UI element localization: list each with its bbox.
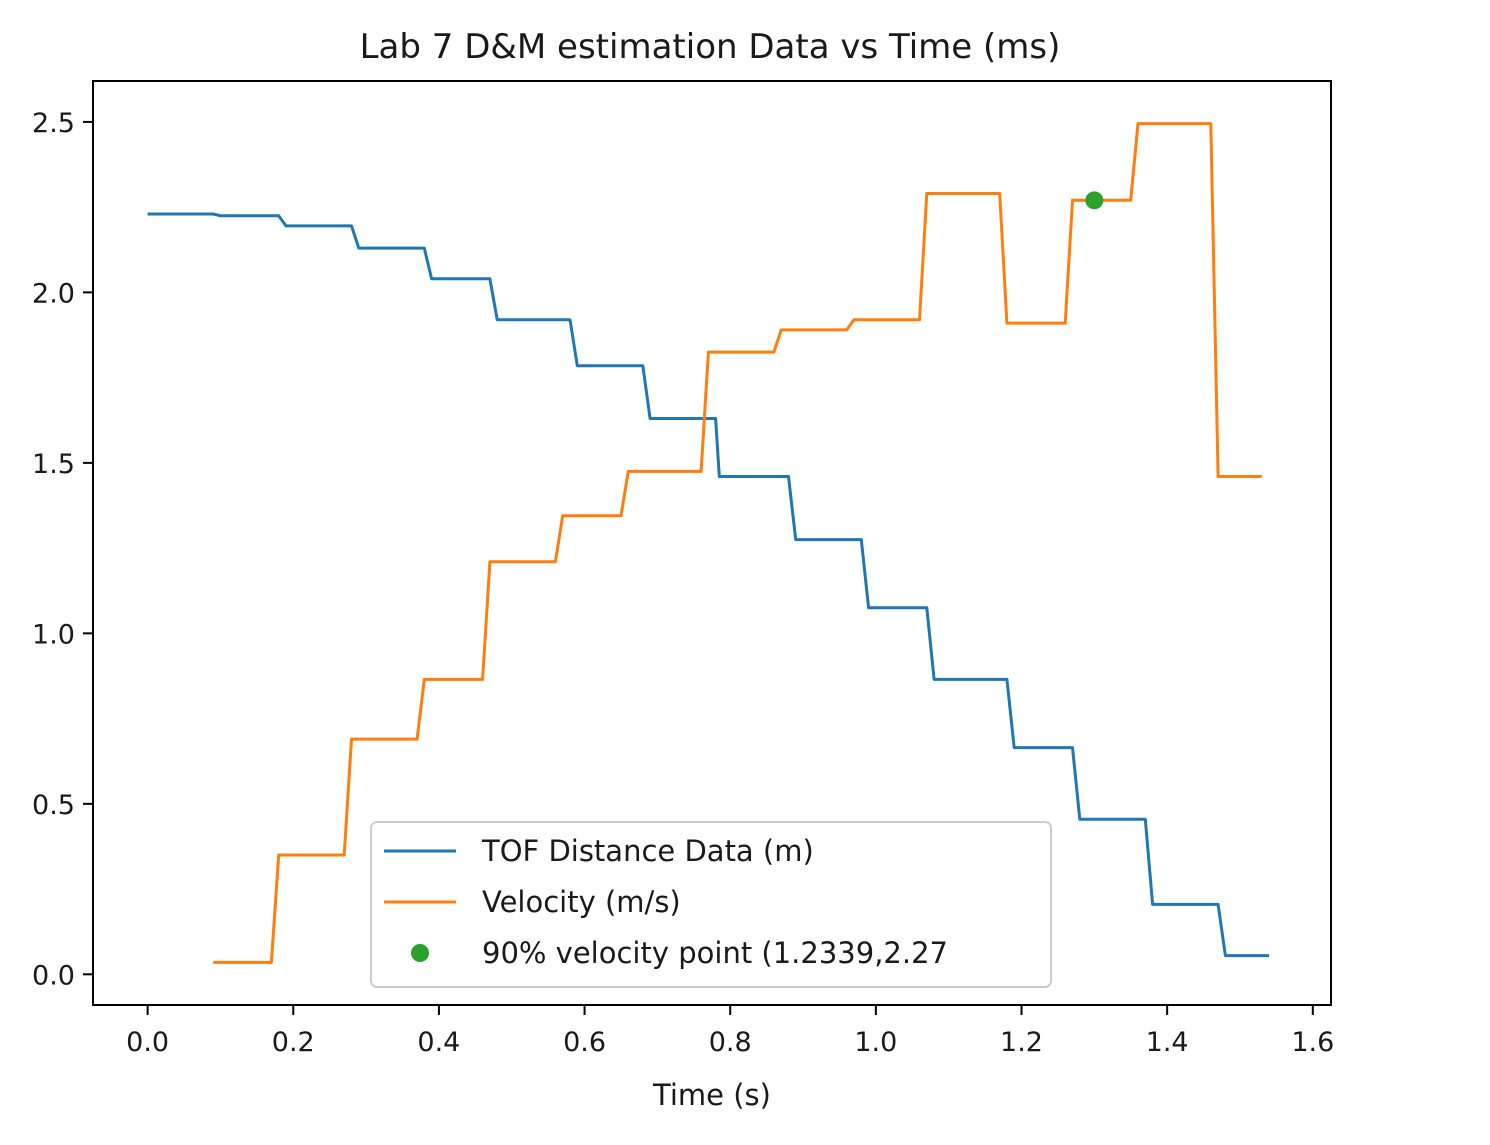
plot-border [92,80,1332,1006]
x-tick-label: 0.8 [709,1027,752,1058]
legend-label: 90% velocity point (1.2339,2.27 [482,936,948,970]
y-axis: 0.0 0.5 1.0 1.5 2.0 2.5 [32,108,93,991]
chart-title: Lab 7 D&M estimation Data vs Time (ms) [360,27,1061,67]
series-layer [147,122,1270,964]
x-tick-label: 0.4 [417,1027,460,1058]
x-axis-label: Time (s) [652,1078,771,1112]
x-tick-label: 0.0 [126,1027,169,1058]
x-tick-label: 1.2 [1000,1027,1043,1058]
legend-frame [370,821,1052,988]
series-line-velocity-m-s [213,122,1262,964]
series-line-tof-distance-data-m [147,212,1270,958]
x-tick-label: 1.0 [854,1027,897,1058]
x-tick-label: 1.6 [1291,1027,1334,1058]
y-tick-label: 2.5 [32,108,75,139]
y-tick-label: 0.5 [32,790,75,821]
y-tick-label: 1.0 [32,619,75,650]
x-axis: 0.0 0.2 0.4 0.6 0.8 1.0 1.2 1.4 1.6 [126,1005,1334,1058]
y-tick-label: 0.0 [32,960,75,991]
x-tick-label: 1.4 [1146,1027,1189,1058]
legend-swatch-point [411,944,429,962]
y-tick-label: 2.0 [32,278,75,309]
y-tick-label: 1.5 [32,449,75,480]
legend-label: TOF Distance Data (m) [481,834,814,868]
legend: TOF Distance Data (m) Velocity (m/s) 90% v… [370,821,1052,988]
legend-entries: TOF Distance Data (m) Velocity (m/s) 90% v… [384,834,948,970]
x-tick-label: 0.6 [563,1027,606,1058]
legend-label: Velocity (m/s) [482,885,681,919]
series-point-90-velocity-point-1-2339-2-27 [1085,191,1104,210]
x-tick-label: 0.2 [272,1027,315,1058]
